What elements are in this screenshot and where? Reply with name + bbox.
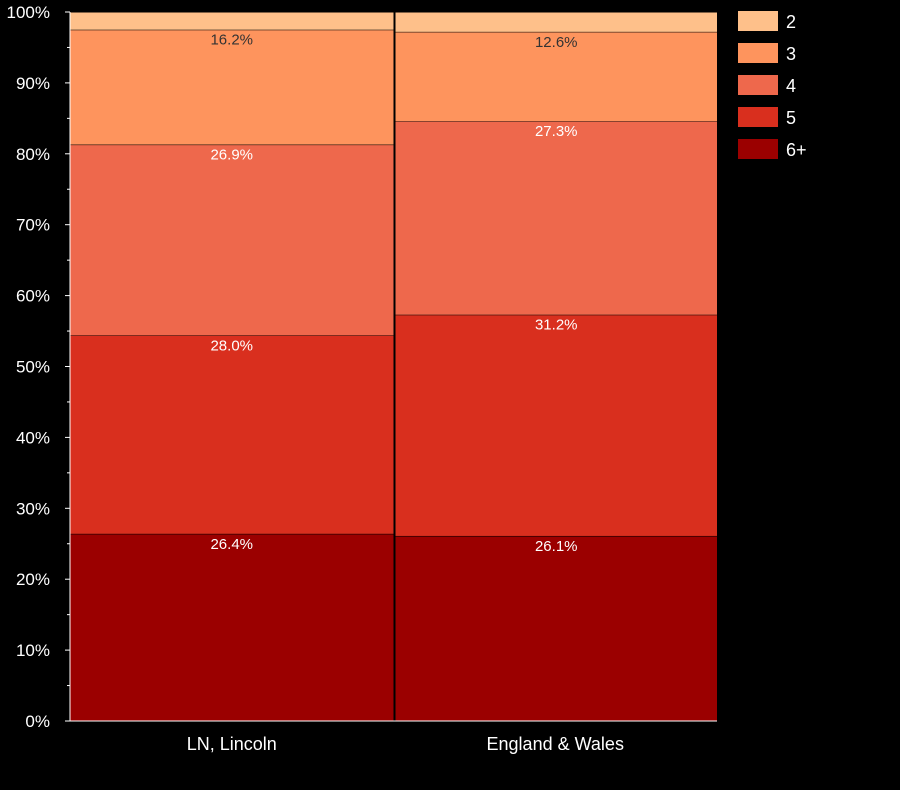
segment-value-label: 27.3%: [535, 123, 578, 140]
segment-value-label: 16.2%: [210, 32, 253, 49]
y-tick-label: 90%: [16, 74, 50, 93]
legend-swatch-3: [738, 43, 778, 63]
bar-segment-3-1: [70, 29, 394, 145]
bar-segment-6plus-2: [395, 535, 717, 721]
bar-segment-6plus-1: [70, 533, 394, 721]
legend-label-6plus: 6+: [786, 140, 807, 160]
bar-segment-5-1: [70, 335, 394, 534]
x-category-label: England & Wales: [487, 734, 624, 754]
bar-segment-4-1: [70, 144, 394, 336]
y-tick-label: 80%: [16, 145, 50, 164]
segment-value-label: 26.1%: [535, 538, 578, 555]
y-tick-label: 40%: [16, 428, 50, 447]
legend-label-2: 2: [786, 12, 796, 32]
legend-swatch-5: [738, 107, 778, 127]
segment-value-label: 12.6%: [535, 34, 578, 51]
legend-swatch-4: [738, 75, 778, 95]
x-category-label: LN, Lincoln: [187, 734, 277, 754]
y-tick-label: 60%: [16, 287, 50, 306]
segment-value-label: 26.4%: [210, 536, 253, 553]
y-tick-label: 20%: [16, 570, 50, 589]
segment-value-label: 26.9%: [210, 147, 253, 164]
y-tick-label: 50%: [16, 358, 50, 377]
segment-value-label: 28.0%: [210, 337, 253, 354]
bar-segment-2-1: [70, 12, 394, 30]
y-tick-label: 0%: [25, 712, 50, 731]
y-tick-label: 100%: [7, 3, 50, 22]
legend: 2 3 4 5 6+: [738, 11, 807, 160]
bar-segment-5-2: [395, 314, 717, 536]
legend-label-5: 5: [786, 108, 796, 128]
legend-swatch-6plus: [738, 139, 778, 159]
legend-label-3: 3: [786, 44, 796, 64]
y-axis: 0% 10% 20% 30% 40% 50% 60% 70% 80% 90% 100%: [7, 3, 71, 731]
bar-segment-2-2: [395, 12, 717, 32]
legend-swatch-2: [738, 11, 778, 31]
x-axis: LN, Lincoln England & Wales: [70, 720, 717, 754]
y-tick-label: 10%: [16, 641, 50, 660]
bar-segment-4-2: [395, 121, 717, 315]
y-tick-label: 30%: [16, 499, 50, 518]
bar-segment-3-2: [395, 31, 717, 122]
segment-labels-group: 26.4% 28.0% 26.9% 16.2% 26.1% 31.2% 27.3% 12.6%: [210, 32, 577, 555]
y-tick-label: 70%: [16, 216, 50, 235]
segment-value-label: 31.2%: [535, 317, 578, 334]
bars-group: [70, 11, 717, 721]
legend-label-4: 4: [786, 76, 796, 96]
